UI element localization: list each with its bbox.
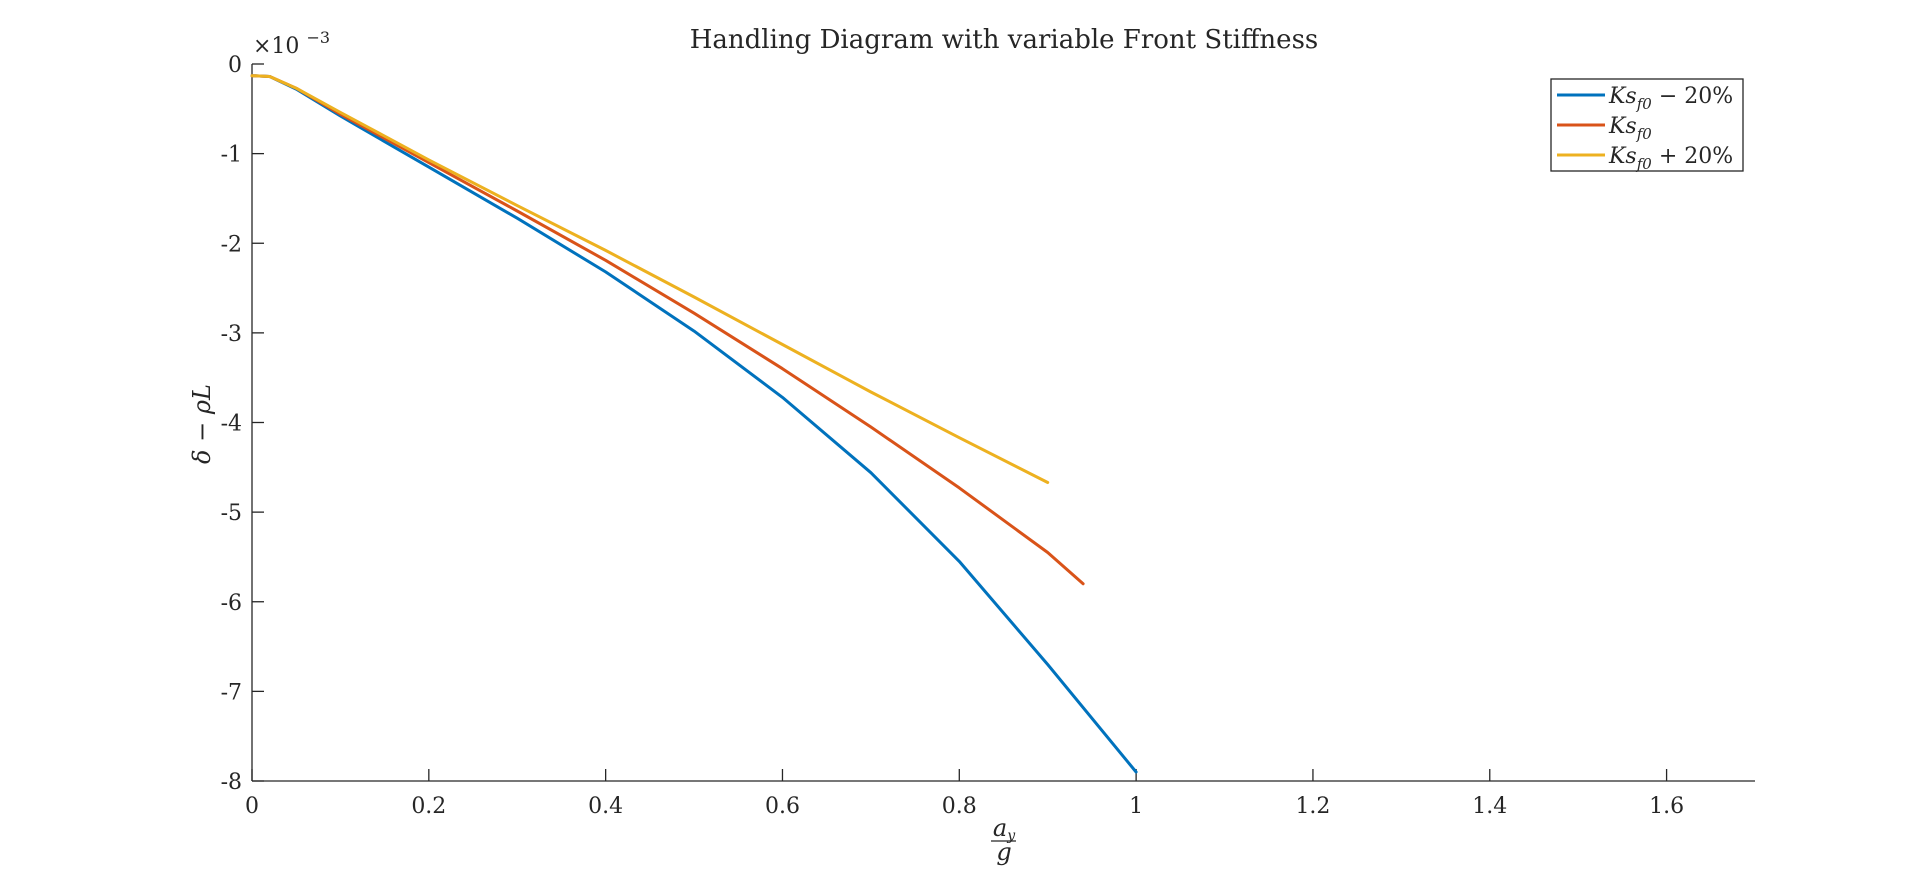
x-tick-label: 0.4 [588,794,623,819]
legend-item: Ksf0 [1557,114,1652,143]
y-tick-label: -7 [221,680,242,705]
y-tick-label: -3 [221,322,242,347]
y-tick-label: -4 [221,412,242,437]
plot-axes [251,64,1755,782]
x-axis-label: ay g [991,814,1016,866]
x-tick-label: 0 [245,794,259,819]
legend-item: Ksf0 − 20% [1557,84,1733,113]
legend-item: Ksf0 + 20% [1557,144,1733,173]
y-tick-label: 0 [228,53,242,78]
x-label-numerator-subscript: y [1006,828,1016,844]
series-line [250,74,1085,586]
chart-title: Handling Diagram with variable Front Sti… [690,25,1319,55]
x-tick-label: 1.6 [1649,794,1684,819]
x-label-denominator: g [996,838,1011,866]
y-tick-label: -6 [221,591,242,616]
svg-text:×10 −3: ×10 −3 [253,28,330,59]
series-line [250,74,1138,774]
x-tick-label: 0.6 [765,794,800,819]
x-tick-label: 0.2 [411,794,446,819]
x-label-numerator: a [993,814,1007,842]
y-exponent-power: −3 [306,28,330,47]
y-tick-label: -8 [221,770,242,795]
x-tick-label: 1.2 [1295,794,1330,819]
legend-label: Ksf0 − 20% [1608,84,1733,113]
legend-label: Ksf0 + 20% [1608,144,1733,173]
y-exponent-base: ×10 [253,34,299,59]
svg-text:ay: ay [993,814,1016,844]
series-lines [250,74,1138,774]
y-axis-ticks: 0 -1 -2 -3 -4 -5 -6 -7 -8 [221,53,264,795]
y-tick-label: -1 [221,143,242,168]
y-tick-label: -5 [221,501,242,526]
x-axis-ticks: 0 0.2 0.4 0.6 0.8 1 1.2 1.4 1.6 [245,769,1684,819]
x-tick-label: 0.8 [942,794,977,819]
legend-label: Ksf0 [1608,114,1652,143]
y-tick-label: -2 [221,232,242,257]
y-axis-label: δ − ρL [188,384,216,464]
y-axis-exponent: ×10 −3 [253,28,330,59]
x-tick-label: 1.4 [1472,794,1507,819]
series-line [250,74,1050,484]
x-tick-label: 1 [1129,794,1143,819]
